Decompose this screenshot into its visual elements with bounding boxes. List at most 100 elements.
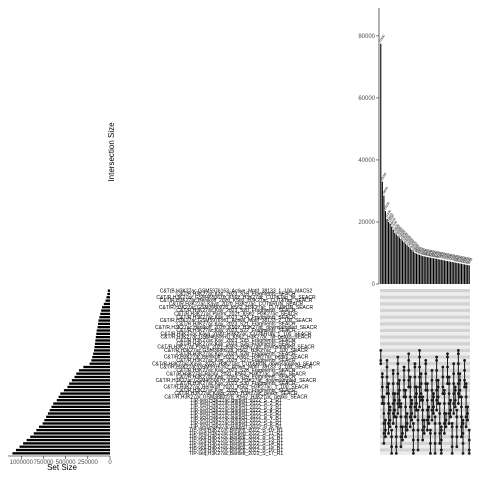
matrix-dot [467, 451, 471, 455]
intersection-bar-label: 7400 [445, 252, 452, 260]
matrix-dot [460, 395, 463, 399]
matrix-dot [404, 415, 408, 419]
set-name-label: C&T/R,H3K27ac,Kay_2023_S27_Fragments_SEA… [176, 358, 296, 364]
intersection-bar [408, 246, 410, 284]
set-size-bar [71, 379, 110, 382]
matrix-dot [388, 425, 392, 429]
intersection-bar [428, 257, 430, 284]
matrix-dot [407, 368, 411, 372]
set-name-label: C&T/R,H3K27ac,Kay_2023_S29_Fragments_SEA… [176, 375, 296, 381]
set-size-bar [39, 425, 110, 428]
matrix-dot [396, 382, 400, 386]
matrix-dot [432, 395, 435, 399]
matrix-dot [447, 412, 451, 415]
matrix-dot [447, 402, 451, 405]
matrix-row-stripe [380, 441, 470, 446]
matrix-row-stripe [380, 378, 470, 382]
intersection-bar [414, 252, 416, 284]
set-name-label: TIP-seq,H3K27ac,Bartlett_2022_S_17_R1 [189, 451, 283, 457]
intersection-bar [464, 264, 466, 284]
matrix-dot [446, 352, 449, 356]
set-size-bar [107, 289, 110, 292]
set-name-label: TIP-seq,H3K27ac,Bartlett_2022_S_13_R1 [189, 438, 283, 444]
set-size-bar [95, 339, 110, 342]
matrix-dot [390, 451, 394, 455]
intersection-bar [460, 263, 463, 284]
matrix-dot [452, 382, 456, 386]
matrix-dot [453, 388, 457, 392]
matrix-row-stripe [380, 368, 470, 372]
matrix-dot [438, 402, 442, 405]
intersection-bar-label: 33000 [380, 172, 388, 182]
intersection-bar-label: 6300 [462, 256, 469, 264]
matrix-dot [425, 428, 429, 432]
set-names: C&T(B,H3K27ac,GSM5976163_Active_Motif_38… [152, 288, 320, 457]
intersection-bar-label: 6100 [465, 257, 472, 265]
intersection-bar [437, 259, 439, 284]
intersection-bar-label: 6000 [467, 257, 474, 265]
intersection-bar-label: 7900 [437, 251, 444, 259]
set-name-label: C&T/R,H3K27ac,GSM3680228_K562_H3K27ac_1_… [164, 348, 308, 354]
set-name-label: C&T/R,H3K27ac,GSM5976161_Active_Motif_38… [160, 318, 313, 324]
matrix-dot [430, 378, 434, 382]
matrix-row-stripe [380, 308, 470, 313]
matrix-dot [449, 408, 453, 412]
matrix-dot [418, 405, 421, 409]
matrix-dot [460, 425, 463, 429]
intersection-bar [462, 264, 464, 284]
set-size-bar [107, 292, 110, 296]
set-size-bar [100, 312, 110, 316]
matrix-dot [421, 398, 425, 402]
matrix-dot [407, 352, 411, 356]
matrix-dot [452, 402, 456, 405]
matrix-dot [455, 415, 459, 419]
matrix-dot [464, 425, 468, 429]
matrix-dot [422, 425, 426, 429]
y-tick-label: 40000 [358, 158, 375, 164]
intersection-bar-label: 13500 [401, 232, 409, 242]
matrix-row-stripe [380, 401, 470, 406]
matrix-dot [461, 418, 465, 422]
matrix-dot [402, 368, 406, 372]
matrix-row-stripe [380, 328, 470, 333]
set-size-axis: 1000000 750000 500000 250000 0 [8, 455, 112, 466]
matrix-dot [413, 415, 417, 419]
intersection-bar [454, 262, 456, 284]
matrix-dot [452, 412, 456, 415]
matrix-dot [396, 402, 400, 405]
intersection-bar-label: 18500 [389, 217, 397, 227]
intersection-bar-label: 9600 [415, 246, 422, 254]
set-size-bar [74, 375, 110, 379]
y-tick-label: 60000 [358, 96, 375, 102]
matrix-row-stripe [380, 352, 470, 356]
matrix-row-stripe [380, 345, 470, 349]
matrix-dot [446, 355, 449, 359]
matrix-dot [447, 382, 451, 386]
matrix-dot [424, 358, 428, 362]
set-size-bar [76, 372, 110, 375]
matrix-dot [399, 402, 403, 405]
intersection-bar [391, 226, 393, 284]
matrix-dot [379, 362, 383, 366]
intersection-bar-label: 6400 [460, 256, 467, 264]
matrix-dot [456, 402, 460, 405]
matrix-dot [410, 402, 414, 405]
set-name-label: C&T/R,H3K27ac,GSM3680228_K562_H3K27ac_CU… [159, 305, 314, 311]
intersection-bar [456, 262, 458, 284]
set-size-bar [103, 302, 110, 306]
matrix-dot [411, 438, 415, 442]
matrix-dot [456, 362, 460, 366]
matrix-dot [429, 441, 432, 445]
intersection-bar-label: 7100 [450, 253, 457, 261]
matrix-dot [435, 398, 439, 402]
set-name-label: C&T/R,H3K27ac,Henikoff_2020_K562_H3K27ac… [163, 385, 308, 391]
intersection-bar-label: 9800 [414, 245, 421, 253]
matrix-dot [456, 382, 460, 386]
matrix-dot [439, 428, 443, 432]
matrix-dot [379, 358, 383, 362]
set-size-bar [30, 435, 110, 438]
set-name-label: C&T/R,H3K27ac,GSM4650670_K562_H3K27ac_do… [156, 378, 317, 384]
matrix-dot [458, 388, 462, 392]
matrix-dot [460, 435, 463, 439]
set-name-label: C&T/R,H3K27ac,Henikoff_2020_K562_H3K27ac… [155, 325, 317, 331]
